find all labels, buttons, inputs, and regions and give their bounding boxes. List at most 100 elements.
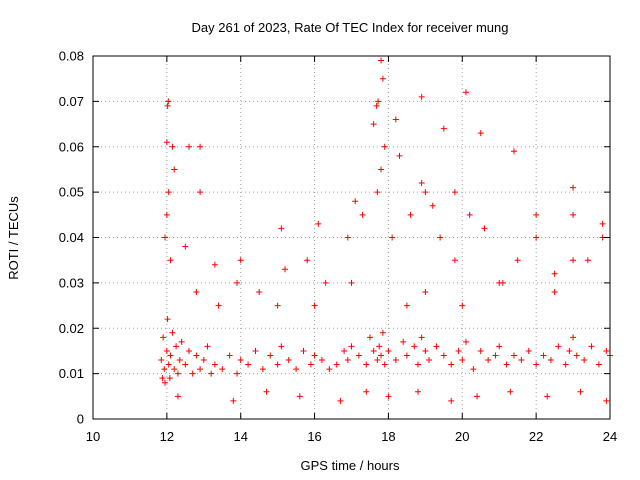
- data-point: [584, 257, 591, 264]
- data-point: [381, 143, 388, 150]
- data-point: [322, 279, 329, 286]
- data-point: [466, 211, 473, 218]
- data-point: [375, 98, 382, 105]
- data-point: [373, 102, 380, 109]
- data-point: [304, 257, 311, 264]
- data-point: [374, 189, 381, 196]
- y-tick-label: 0.05: [59, 185, 84, 200]
- y-tick-label: 0.06: [59, 139, 84, 154]
- data-point: [311, 302, 318, 309]
- data-point: [237, 357, 244, 364]
- data-point: [551, 270, 558, 277]
- data-point: [474, 393, 481, 400]
- data-point: [296, 393, 303, 400]
- data-point: [341, 347, 348, 354]
- data-point: [485, 357, 492, 364]
- data-point: [197, 189, 204, 196]
- data-point: [167, 257, 174, 264]
- data-point: [164, 316, 171, 323]
- data-point: [381, 361, 388, 368]
- data-point: [570, 334, 577, 341]
- data-point: [533, 361, 540, 368]
- data-point: [492, 352, 499, 359]
- data-point: [448, 397, 455, 404]
- data-point: [333, 361, 340, 368]
- data-point: [259, 366, 266, 373]
- data-point: [379, 75, 386, 82]
- data-point: [193, 288, 200, 295]
- data-point: [378, 57, 385, 64]
- y-tick-label: 0.07: [59, 94, 84, 109]
- data-point: [459, 302, 466, 309]
- data-point: [459, 357, 466, 364]
- data-point: [348, 279, 355, 286]
- x-tick-label: 22: [529, 429, 543, 444]
- y-tick-label: 0.03: [59, 275, 84, 290]
- data-point: [234, 370, 241, 377]
- x-tick-label: 20: [455, 429, 469, 444]
- data-point: [422, 347, 429, 354]
- data-point: [547, 357, 554, 364]
- data-point: [348, 343, 355, 350]
- data-point: [411, 343, 418, 350]
- data-point: [396, 152, 403, 159]
- data-point: [355, 352, 362, 359]
- data-point: [174, 393, 181, 400]
- data-point: [407, 211, 414, 218]
- data-point: [510, 352, 517, 359]
- data-point: [165, 98, 172, 105]
- data-point: [595, 361, 602, 368]
- x-tick-label: 12: [160, 429, 174, 444]
- chart-title: Day 261 of 2023, Rate Of TEC Index for r…: [192, 20, 509, 35]
- data-point: [603, 347, 610, 354]
- data-point: [510, 148, 517, 155]
- data-point: [581, 357, 588, 364]
- data-point: [211, 261, 218, 268]
- x-tick-label: 24: [603, 429, 617, 444]
- data-point: [378, 352, 385, 359]
- data-point: [200, 357, 207, 364]
- data-point: [385, 347, 392, 354]
- data-point: [162, 234, 169, 241]
- data-point: [448, 361, 455, 368]
- data-point: [378, 166, 385, 173]
- data-point: [544, 393, 551, 400]
- data-point: [197, 366, 204, 373]
- data-point: [363, 388, 370, 395]
- data-point: [182, 361, 189, 368]
- y-tick-label: 0: [77, 412, 84, 427]
- data-point: [366, 334, 373, 341]
- data-point: [514, 257, 521, 264]
- tick-labels: 10 12 14 16 18 20 22 24 0 0.01 0.02 0.03 0.04 0.05 0.0…: [59, 49, 618, 445]
- y-tick-label: 0.01: [59, 366, 84, 381]
- data-point: [164, 102, 171, 109]
- data-point: [363, 361, 370, 368]
- data-point: [507, 388, 514, 395]
- data-point: [403, 352, 410, 359]
- data-point: [385, 393, 392, 400]
- data-point: [165, 361, 172, 368]
- data-point: [418, 180, 425, 187]
- data-point: [540, 352, 547, 359]
- y-tick-label: 0.08: [59, 49, 84, 64]
- data-point: [219, 366, 226, 373]
- data-point: [160, 334, 167, 341]
- data-point: [440, 125, 447, 132]
- data-point: [161, 366, 168, 373]
- data-point: [300, 347, 307, 354]
- data-point: [370, 121, 377, 128]
- data-point: [176, 357, 183, 364]
- data-point: [570, 257, 577, 264]
- data-point: [326, 366, 333, 373]
- y-tick-label: 0.04: [59, 230, 84, 245]
- data-point: [186, 347, 193, 354]
- data-point: [158, 357, 165, 364]
- data-point: [267, 352, 274, 359]
- data-point: [165, 189, 172, 196]
- data-point: [252, 347, 259, 354]
- data-point: [525, 347, 532, 354]
- data-point: [414, 388, 421, 395]
- data-point: [256, 288, 263, 295]
- data-point: [311, 352, 318, 359]
- data-point: [169, 329, 176, 336]
